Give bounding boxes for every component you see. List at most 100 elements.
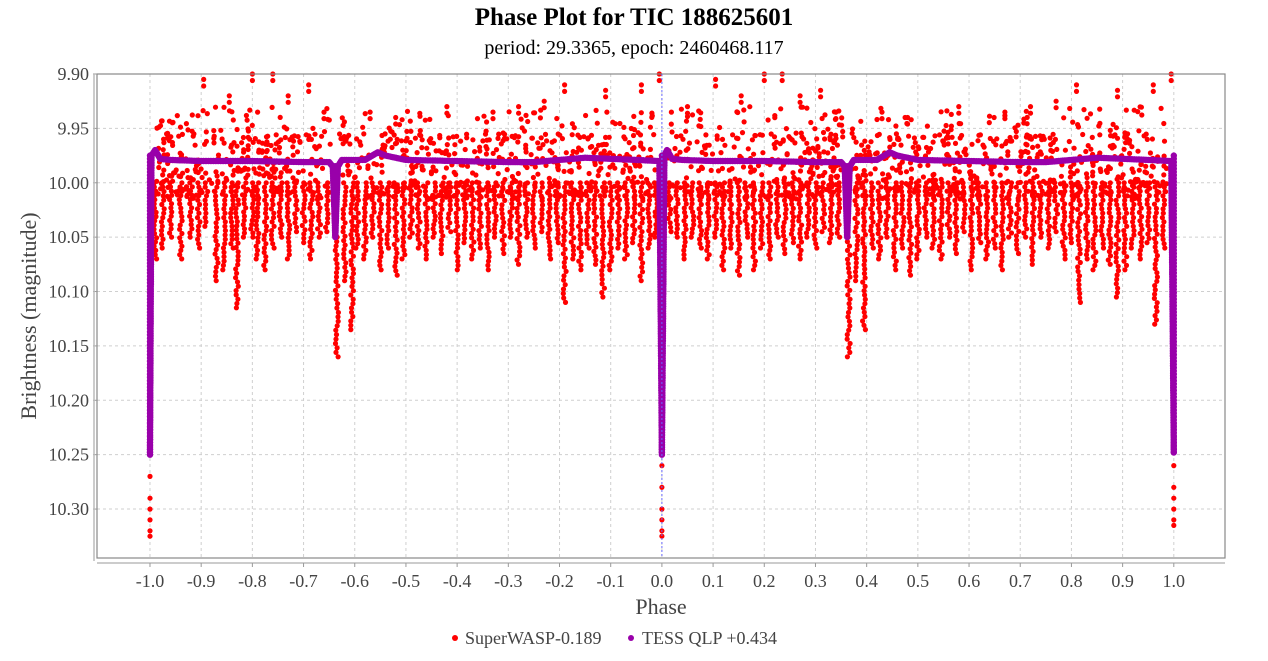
superwasp-point [839, 115, 845, 121]
superwasp-point [940, 138, 946, 144]
superwasp-point [423, 235, 429, 241]
superwasp-point [1068, 210, 1074, 216]
superwasp-point [555, 222, 561, 229]
superwasp-point [213, 238, 219, 244]
superwasp-point [453, 201, 460, 208]
superwasp-point [1139, 243, 1145, 249]
superwasp-point [415, 236, 421, 242]
superwasp-point [905, 114, 911, 121]
superwasp-point [179, 243, 185, 249]
superwasp-point [774, 230, 780, 236]
superwasp-point [984, 243, 990, 249]
superwasp-point [348, 249, 354, 255]
superwasp-point [892, 197, 898, 203]
superwasp-point [1029, 193, 1036, 199]
superwasp-point [969, 236, 976, 242]
superwasp-point [1006, 201, 1012, 207]
superwasp-point [547, 226, 553, 232]
superwasp-point [898, 236, 904, 242]
superwasp-point [748, 169, 754, 175]
superwasp-point [158, 219, 165, 225]
superwasp-point [464, 135, 470, 141]
superwasp-point [884, 226, 890, 232]
superwasp-point [812, 215, 818, 221]
superwasp-point [1116, 180, 1122, 186]
superwasp-point [750, 236, 756, 242]
superwasp-point [911, 135, 918, 141]
superwasp-point [751, 184, 757, 190]
superwasp-point [292, 220, 298, 226]
superwasp-point [422, 117, 428, 123]
superwasp-point [694, 139, 700, 145]
superwasp-point [586, 223, 592, 229]
superwasp-point [749, 137, 756, 143]
superwasp-point [1116, 237, 1122, 243]
superwasp-point [599, 206, 605, 212]
superwasp-point [262, 267, 268, 273]
superwasp-point [601, 285, 608, 291]
superwasp-point [908, 224, 915, 230]
superwasp-point [484, 119, 490, 125]
superwasp-point [334, 292, 340, 298]
superwasp-point [1122, 267, 1128, 273]
superwasp-point [1085, 184, 1091, 190]
superwasp-point [1077, 189, 1083, 195]
superwasp-point [241, 196, 247, 203]
superwasp-point [638, 110, 644, 116]
superwasp-point [765, 214, 771, 220]
superwasp-point [834, 173, 841, 179]
superwasp-point [845, 292, 851, 298]
superwasp-point [547, 247, 553, 253]
superwasp-point [388, 128, 394, 134]
superwasp-point [735, 184, 742, 190]
superwasp-point [666, 184, 672, 190]
superwasp-point [213, 229, 219, 235]
superwasp-point [1139, 214, 1145, 220]
superwasp-point [631, 180, 637, 186]
superwasp-point [521, 128, 528, 134]
superwasp-point [645, 188, 651, 195]
superwasp-point [624, 209, 631, 215]
superwasp-point [159, 232, 165, 238]
superwasp-point [814, 164, 820, 170]
superwasp-point [515, 227, 521, 233]
superwasp-point [869, 232, 875, 238]
superwasp-point [1091, 201, 1098, 208]
superwasp-point [361, 243, 367, 249]
superwasp-point [1108, 214, 1114, 220]
superwasp-point [1015, 180, 1021, 186]
superwasp-point [751, 206, 757, 212]
superwasp-point [986, 120, 992, 126]
superwasp-point [211, 128, 217, 134]
superwasp-point [953, 250, 960, 257]
superwasp-point [608, 232, 615, 238]
superwasp-point [968, 184, 974, 190]
superwasp-point [1075, 184, 1081, 190]
superwasp-point [321, 109, 327, 115]
superwasp-point [674, 180, 680, 186]
superwasp-point [869, 197, 876, 203]
superwasp-point [1106, 205, 1113, 212]
superwasp-point [1069, 205, 1076, 211]
superwasp-point [699, 149, 705, 155]
superwasp-point [233, 188, 239, 194]
superwasp-point [709, 151, 716, 157]
superwasp-point [1108, 240, 1114, 246]
superwasp-point [307, 239, 313, 245]
superwasp-point [1129, 166, 1135, 172]
superwasp-point [868, 206, 874, 212]
superwasp-point [1006, 213, 1013, 219]
superwasp-point [215, 260, 221, 266]
superwasp-point [233, 193, 239, 199]
superwasp-point [547, 252, 553, 258]
series-tess [146, 146, 1178, 458]
superwasp-point [335, 318, 341, 324]
superwasp-point [509, 173, 515, 180]
superwasp-point [349, 219, 355, 225]
superwasp-point [547, 201, 553, 207]
superwasp-point [876, 256, 882, 262]
superwasp-point [1005, 152, 1011, 158]
superwasp-point [502, 197, 508, 203]
superwasp-point [493, 147, 500, 153]
superwasp-point [504, 136, 510, 142]
